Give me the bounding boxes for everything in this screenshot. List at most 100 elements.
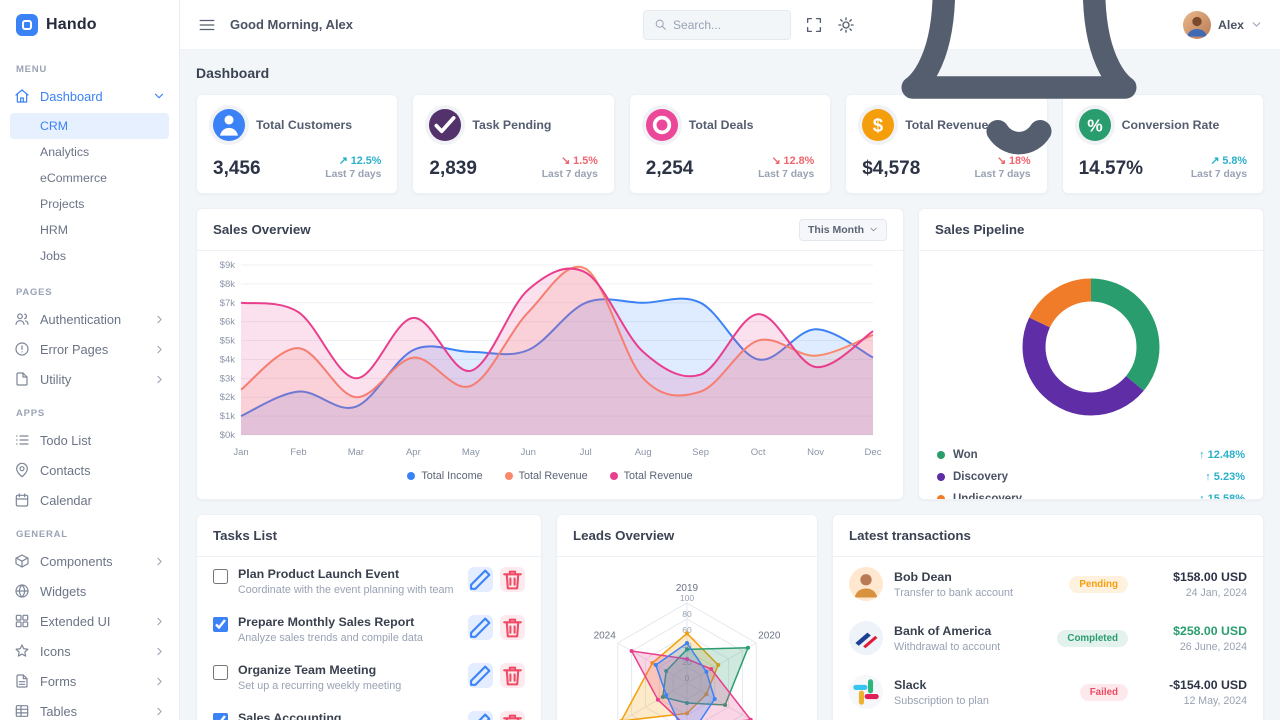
topbar: Good Morning, Alex 9 Alex [180, 0, 1280, 154]
month-filter-button[interactable]: This Month [799, 218, 887, 241]
edit-task-button[interactable] [468, 711, 493, 720]
chevron-right-icon [154, 616, 165, 627]
sidebar-item-components[interactable]: Components [0, 546, 179, 576]
list-icon [14, 432, 30, 448]
chevron-right-icon [154, 374, 165, 385]
sidebar-item-projects[interactable]: Projects [40, 197, 85, 211]
delete-task-button[interactable] [500, 615, 525, 640]
svg-text:2024: 2024 [594, 631, 617, 642]
svg-text:$2k: $2k [220, 392, 236, 403]
stat-value: $4,578 [862, 158, 921, 179]
transaction-amount: $158.00 USD [1173, 569, 1247, 584]
sidebar-item-contacts[interactable]: Contacts [0, 455, 179, 485]
delete-task-button[interactable] [500, 567, 525, 592]
leads-overview-card: Leads Overview 2019202020212022202320240… [556, 514, 818, 720]
percent-icon: % [1079, 109, 1111, 141]
task-checkbox[interactable] [213, 665, 228, 680]
menu-icon[interactable] [198, 16, 216, 34]
sidebar-item-tables[interactable]: Tables [0, 696, 179, 720]
sidebar: Hando MENU Dashboard CRM Analytics eComm… [0, 0, 180, 720]
sidebar-item-utility[interactable]: Utility [0, 364, 179, 394]
transaction-date: 12 May, 2024 [1183, 694, 1247, 707]
stat-label: Total Deals [688, 118, 754, 132]
sidebar-item-todo-list[interactable]: Todo List [0, 425, 179, 455]
sidebar-item-label: Widgets [40, 583, 87, 599]
sidebar-item-label: Calendar [40, 492, 92, 508]
sidebar-item-icons[interactable]: Icons [0, 636, 179, 666]
brand-name: Hando [46, 16, 97, 33]
edit-task-button[interactable] [468, 567, 493, 592]
notifications-button[interactable]: 9 [869, 0, 1169, 175]
svg-text:$6k: $6k [220, 317, 236, 328]
sidebar-item-label: Todo List [40, 432, 92, 448]
sidebar-item-ecommerce[interactable]: eCommerce [40, 171, 107, 185]
latest-transactions-card: Latest transactions Bob Dean Transfer to… [832, 514, 1264, 720]
transaction-row[interactable]: Bank of America Withdrawal to account Co… [833, 611, 1263, 665]
stat-card-total-customers: Total Customers 3,456 ↗ 12.5% Last 7 day… [196, 94, 399, 194]
sidebar-item-error-pages[interactable]: Error Pages [0, 334, 179, 364]
task-checkbox[interactable] [213, 617, 228, 632]
svg-text:Mar: Mar [348, 447, 364, 458]
page-content: Dashboard Total Customers 3,456 ↗ 12.5% … [180, 50, 1280, 720]
task-checkbox[interactable] [213, 713, 228, 720]
avatar-person-icon [1183, 11, 1211, 39]
svg-text:$4k: $4k [220, 354, 236, 365]
tasks-list: Plan Product Launch Event Coordinate wit… [197, 557, 541, 720]
sidebar-item-hrm[interactable]: HRM [40, 223, 69, 237]
sidebar-item-crm[interactable]: CRM [10, 113, 169, 139]
transaction-name: Slack [894, 677, 927, 692]
legend-item-undiscovery: Undiscovery ↑ 15.58% [935, 488, 1247, 499]
transaction-row[interactable]: Bob Dean Transfer to bank account Pendin… [833, 557, 1263, 611]
sidebar-item-widgets[interactable]: Widgets [0, 576, 179, 606]
alert-icon [14, 341, 30, 357]
task-checkbox[interactable] [213, 569, 228, 584]
transaction-row[interactable]: Slack Subscription to plan Failed -$154.… [833, 665, 1263, 719]
sidebar-item-jobs[interactable]: Jobs [40, 249, 66, 263]
sidebar-item-authentication[interactable]: Authentication [0, 304, 179, 334]
delete-task-button[interactable] [500, 663, 525, 688]
stat-value: 2,254 [645, 158, 694, 179]
sidebar-item-label: Icons [40, 643, 71, 659]
sidebar-item-forms[interactable]: Forms [0, 666, 179, 696]
sidebar-item-dashboard[interactable]: Dashboard [0, 81, 179, 111]
customers-icon [213, 109, 245, 141]
nav-section-apps: APPS [16, 408, 45, 419]
sidebar-item-extended-ui[interactable]: Extended UI [0, 606, 179, 636]
delete-task-button[interactable] [500, 711, 525, 720]
stat-period: Last 7 days [541, 169, 598, 180]
search-input[interactable] [673, 17, 781, 32]
edit-task-button[interactable] [468, 615, 493, 640]
conversion-icon: % [1078, 109, 1111, 141]
deals-icon [645, 109, 678, 141]
sales-overview-chart: $0k $1k $2k $3k $4k $5k $6k $7k $8k $9k Jan Feb Mar A… [197, 251, 903, 468]
svg-text:$5k: $5k [220, 336, 236, 347]
stat-value: 2,839 [429, 158, 477, 179]
svg-text:0: 0 [685, 673, 690, 683]
sidebar-item-analytics[interactable]: Analytics [40, 145, 90, 159]
box-icon [14, 553, 30, 569]
svg-text:Jul: Jul [580, 447, 592, 458]
slack-logo-icon [849, 675, 883, 709]
bank-logo-icon [849, 621, 883, 655]
legend-item: Total Revenue [609, 470, 693, 482]
nav-section-general: GENERAL [16, 529, 68, 540]
edit-task-button[interactable] [468, 663, 493, 688]
pencil-icon [468, 615, 493, 640]
stat-value: 3,456 [213, 158, 261, 179]
user-name: Alex [1218, 17, 1244, 32]
user-menu[interactable]: Alex [1183, 10, 1262, 39]
brand[interactable]: Hando [0, 0, 179, 50]
svg-text:$0k: $0k [220, 430, 236, 441]
payer-avatar [849, 567, 883, 601]
fullscreen-icon[interactable] [805, 16, 823, 34]
chevron-right-icon [154, 556, 165, 567]
sidebar-item-calendar[interactable]: Calendar [0, 485, 179, 515]
sales-pipeline-card: Sales Pipeline Won ↑ 12.48% [918, 208, 1264, 500]
theme-toggle-icon[interactable] [837, 16, 855, 34]
chevron-right-icon [154, 676, 165, 687]
middle-row: Sales Overview This Month $0k $1k $2k $3k $4… [196, 208, 1264, 500]
transaction-name: Bob Dean [894, 569, 952, 584]
stat-card-conversion-rate: % Conversion Rate 14.57% ↗ 5.8% Last 7 d… [1061, 94, 1264, 194]
trash-icon [500, 567, 525, 592]
